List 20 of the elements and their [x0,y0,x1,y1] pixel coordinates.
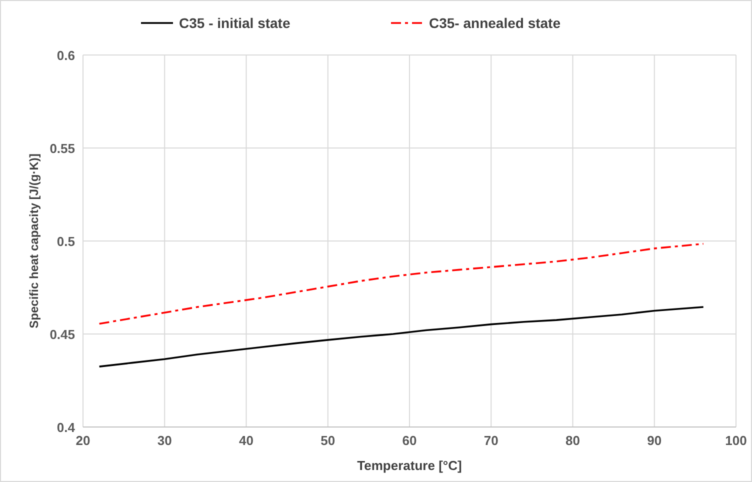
legend-label: C35 - initial state [179,15,290,31]
x-tick-label: 20 [76,433,90,448]
x-tick-label: 40 [239,433,254,448]
y-tick-label: 0.6 [56,48,75,63]
x-tick-label: 60 [402,433,417,448]
x-tick-label: 80 [566,433,580,448]
y-tick-label: 0.4 [56,420,76,435]
x-tick-label: 70 [484,433,498,448]
line-series [98,242,704,325]
x-tick-label: 30 [157,433,172,448]
line-series [98,306,704,368]
x-tick-label: 90 [647,433,662,448]
y-tick-label: 0.5 [56,234,75,249]
x-axis-title: Temperature [°C] [357,458,462,473]
x-tick-label: 50 [320,433,336,448]
legend-label: C35- annealed state [429,15,561,31]
y-tick-label: 0.55 [50,141,75,156]
x-tick-label: 100 [725,433,747,448]
y-axis-title: Specific heat capacity [J/(g·K)] [27,154,41,328]
y-tick-label: 0.45 [50,327,75,342]
